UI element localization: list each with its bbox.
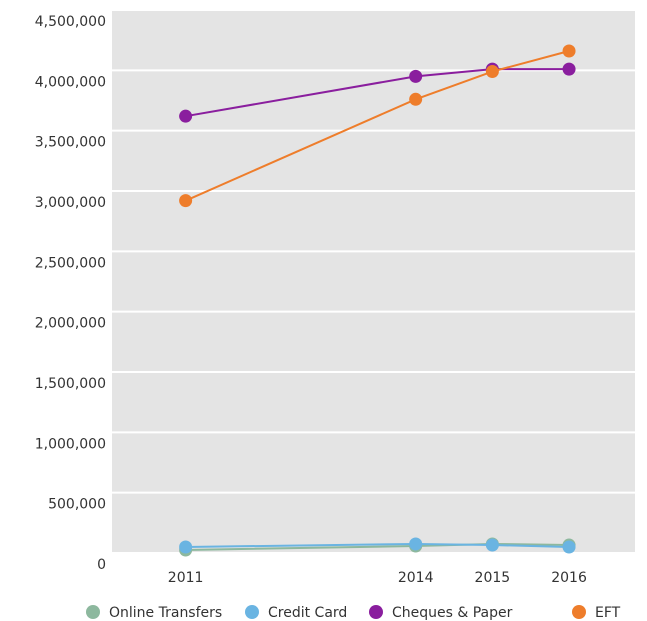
data-point (179, 540, 193, 554)
data-point (409, 537, 423, 551)
y-tick-label: 3,000,000 (35, 195, 106, 211)
legend-marker (369, 605, 383, 619)
data-point (179, 194, 193, 208)
data-point (409, 69, 423, 83)
data-point (562, 540, 576, 554)
y-tick-label: 1,500,000 (35, 376, 106, 392)
legend-marker (245, 605, 259, 619)
y-tick-label: 4,500,000 (35, 14, 106, 30)
y-tick-label: 0 (97, 557, 106, 573)
series-line (185, 68, 570, 118)
x-tick-label: 2011 (168, 570, 204, 586)
y-tick-label: 2,500,000 (35, 255, 106, 271)
x-tick-label: 2015 (475, 570, 511, 586)
x-tick-label: 2016 (551, 570, 587, 586)
plot-background (112, 10, 635, 553)
y-tick-label: 3,500,000 (35, 135, 106, 151)
data-point (485, 538, 499, 552)
legend-label: EFT (595, 605, 621, 621)
y-tick-label: 1,000,000 (35, 436, 106, 452)
series-line (185, 542, 570, 548)
legend-label: Cheques & Paper (392, 605, 513, 621)
data-point (562, 44, 576, 58)
legend-marker (86, 605, 100, 619)
x-tick-label: 2014 (398, 570, 434, 586)
y-tick-label: 4,000,000 (35, 74, 106, 90)
data-point (409, 92, 423, 106)
legend-label: Online Transfers (109, 605, 222, 621)
data-point (485, 65, 499, 79)
data-point (562, 62, 576, 76)
series-line (185, 50, 570, 202)
data-point (179, 109, 193, 123)
legend-label: Credit Card (268, 605, 347, 621)
y-tick-label: 500,000 (48, 497, 106, 513)
legend-marker (572, 605, 586, 619)
y-tick-label: 2,000,000 (35, 316, 106, 332)
